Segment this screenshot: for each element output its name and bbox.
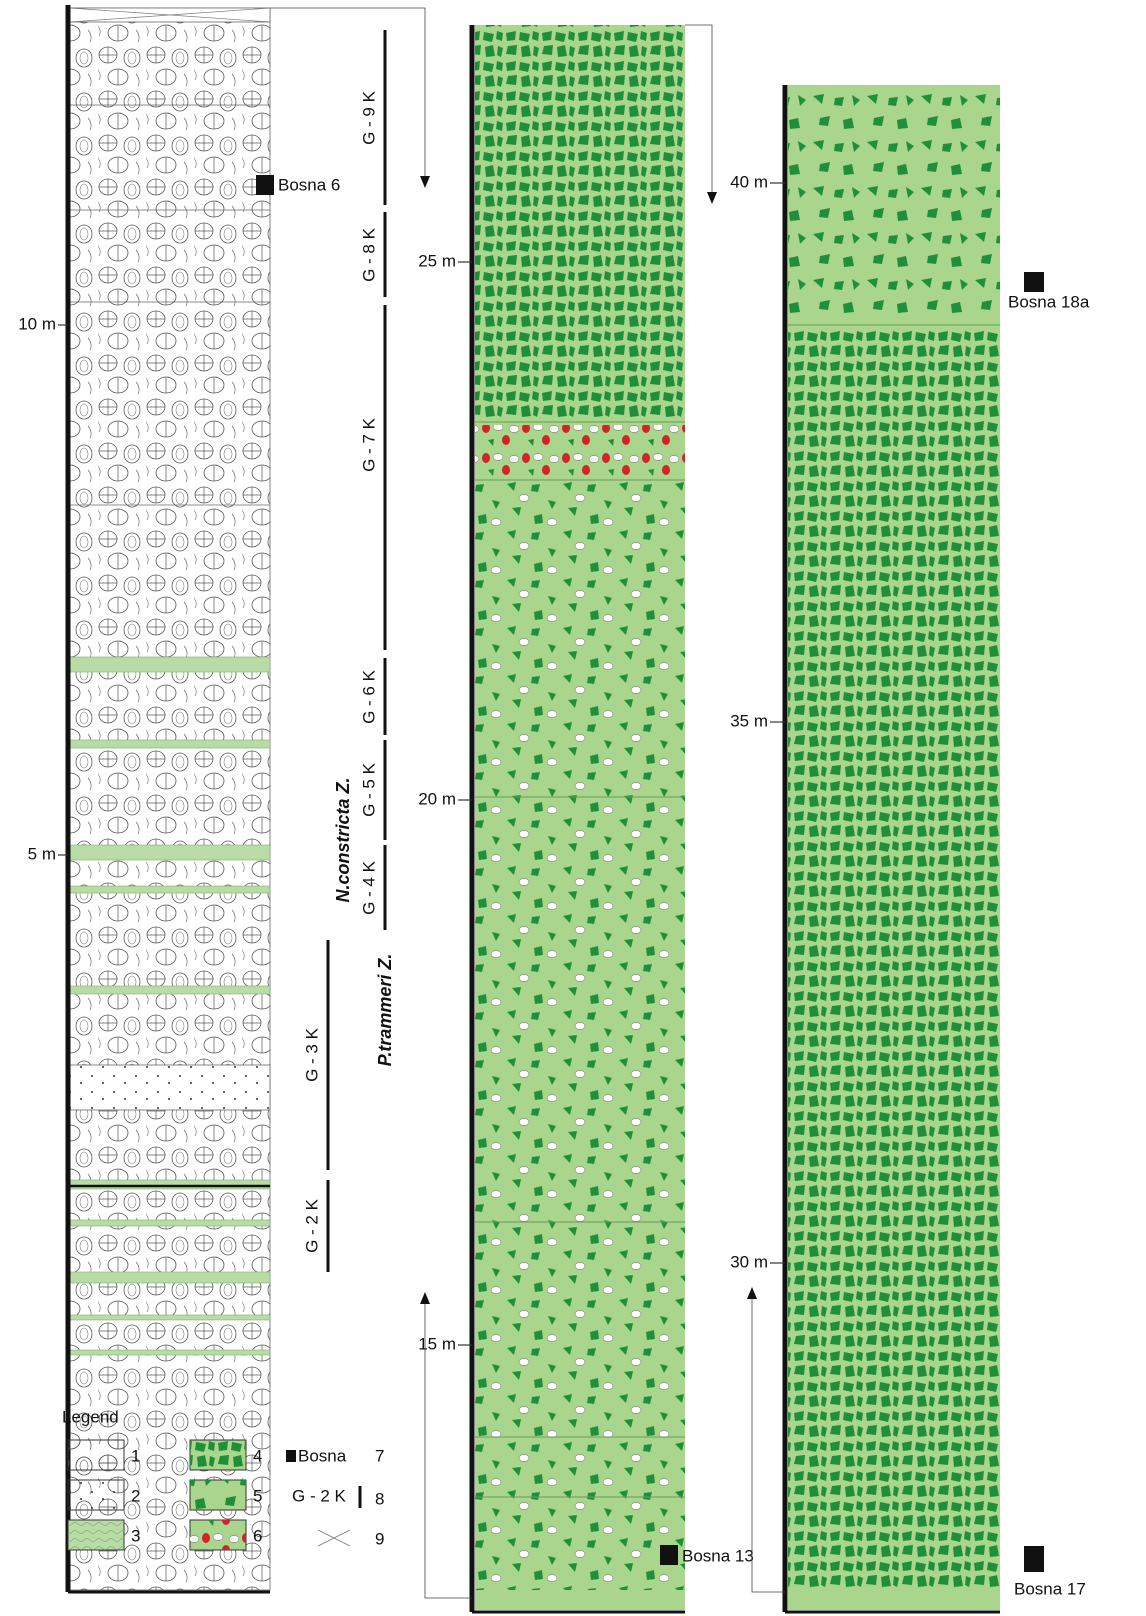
scale-label: 30 m	[730, 1252, 768, 1271]
column-3: 40 m 35 m 30 m Bosna 18a Bosna 17	[730, 85, 1090, 1612]
legend-number: 8	[375, 1489, 384, 1508]
scale-label: 15 m	[418, 1334, 456, 1353]
column-2: 25 m 20 m 15 m Bosna 13	[418, 25, 754, 1612]
sample-label: Bosna 17	[1014, 1579, 1086, 1598]
sample-marker	[660, 1545, 678, 1565]
scale-label: 40 m	[730, 172, 768, 191]
scale-label: 5 m	[28, 844, 56, 863]
scale-label: 25 m	[418, 251, 456, 270]
legend-number: 2	[131, 1486, 140, 1505]
sample-label: Bosna 6	[278, 175, 340, 194]
unit-label: G - 6 K	[359, 669, 378, 724]
legend-number: 1	[131, 1446, 140, 1465]
sample-label: Bosna 13	[682, 1546, 754, 1565]
zone-label: P.trammeri Z.	[375, 954, 395, 1067]
legend-number: 6	[253, 1526, 262, 1545]
unit-label: G - 8 K	[359, 227, 378, 282]
stratigraphic-diagram: 10 m 5 m Bosna 6 G - 9 K G - 8 K G - 7 K…	[0, 0, 1146, 1616]
sample-label: Bosna 18a	[1008, 292, 1090, 311]
unit-label: G - 5 K	[359, 762, 378, 817]
units	[328, 30, 385, 1272]
sample-marker	[1024, 1546, 1044, 1572]
sample-marker	[256, 175, 274, 195]
legend-number: 7	[375, 1446, 384, 1465]
unit-label: G - 3 K	[302, 1027, 321, 1082]
legend-number: 3	[131, 1526, 140, 1545]
unit-label: G - 9 K	[359, 90, 378, 145]
unit-label: G - 4 K	[359, 860, 378, 915]
sample-marker	[1024, 272, 1044, 292]
scale-label: 20 m	[418, 789, 456, 808]
scale-label: 10 m	[18, 314, 56, 333]
legend-number: 4	[253, 1446, 262, 1465]
legend-sample-symbol: Bosna	[298, 1446, 347, 1465]
legend-number: 5	[253, 1486, 262, 1505]
legend-unit-symbol: G - 2 K	[292, 1486, 347, 1505]
legend-number: 9	[375, 1529, 384, 1548]
unit-label: G - 7 K	[359, 417, 378, 472]
scale-label: 35 m	[730, 711, 768, 730]
zone-label: N.constricta Z.	[333, 777, 353, 902]
legend-title: Legend	[62, 1407, 119, 1426]
unit-label: G - 2 K	[302, 1198, 321, 1253]
